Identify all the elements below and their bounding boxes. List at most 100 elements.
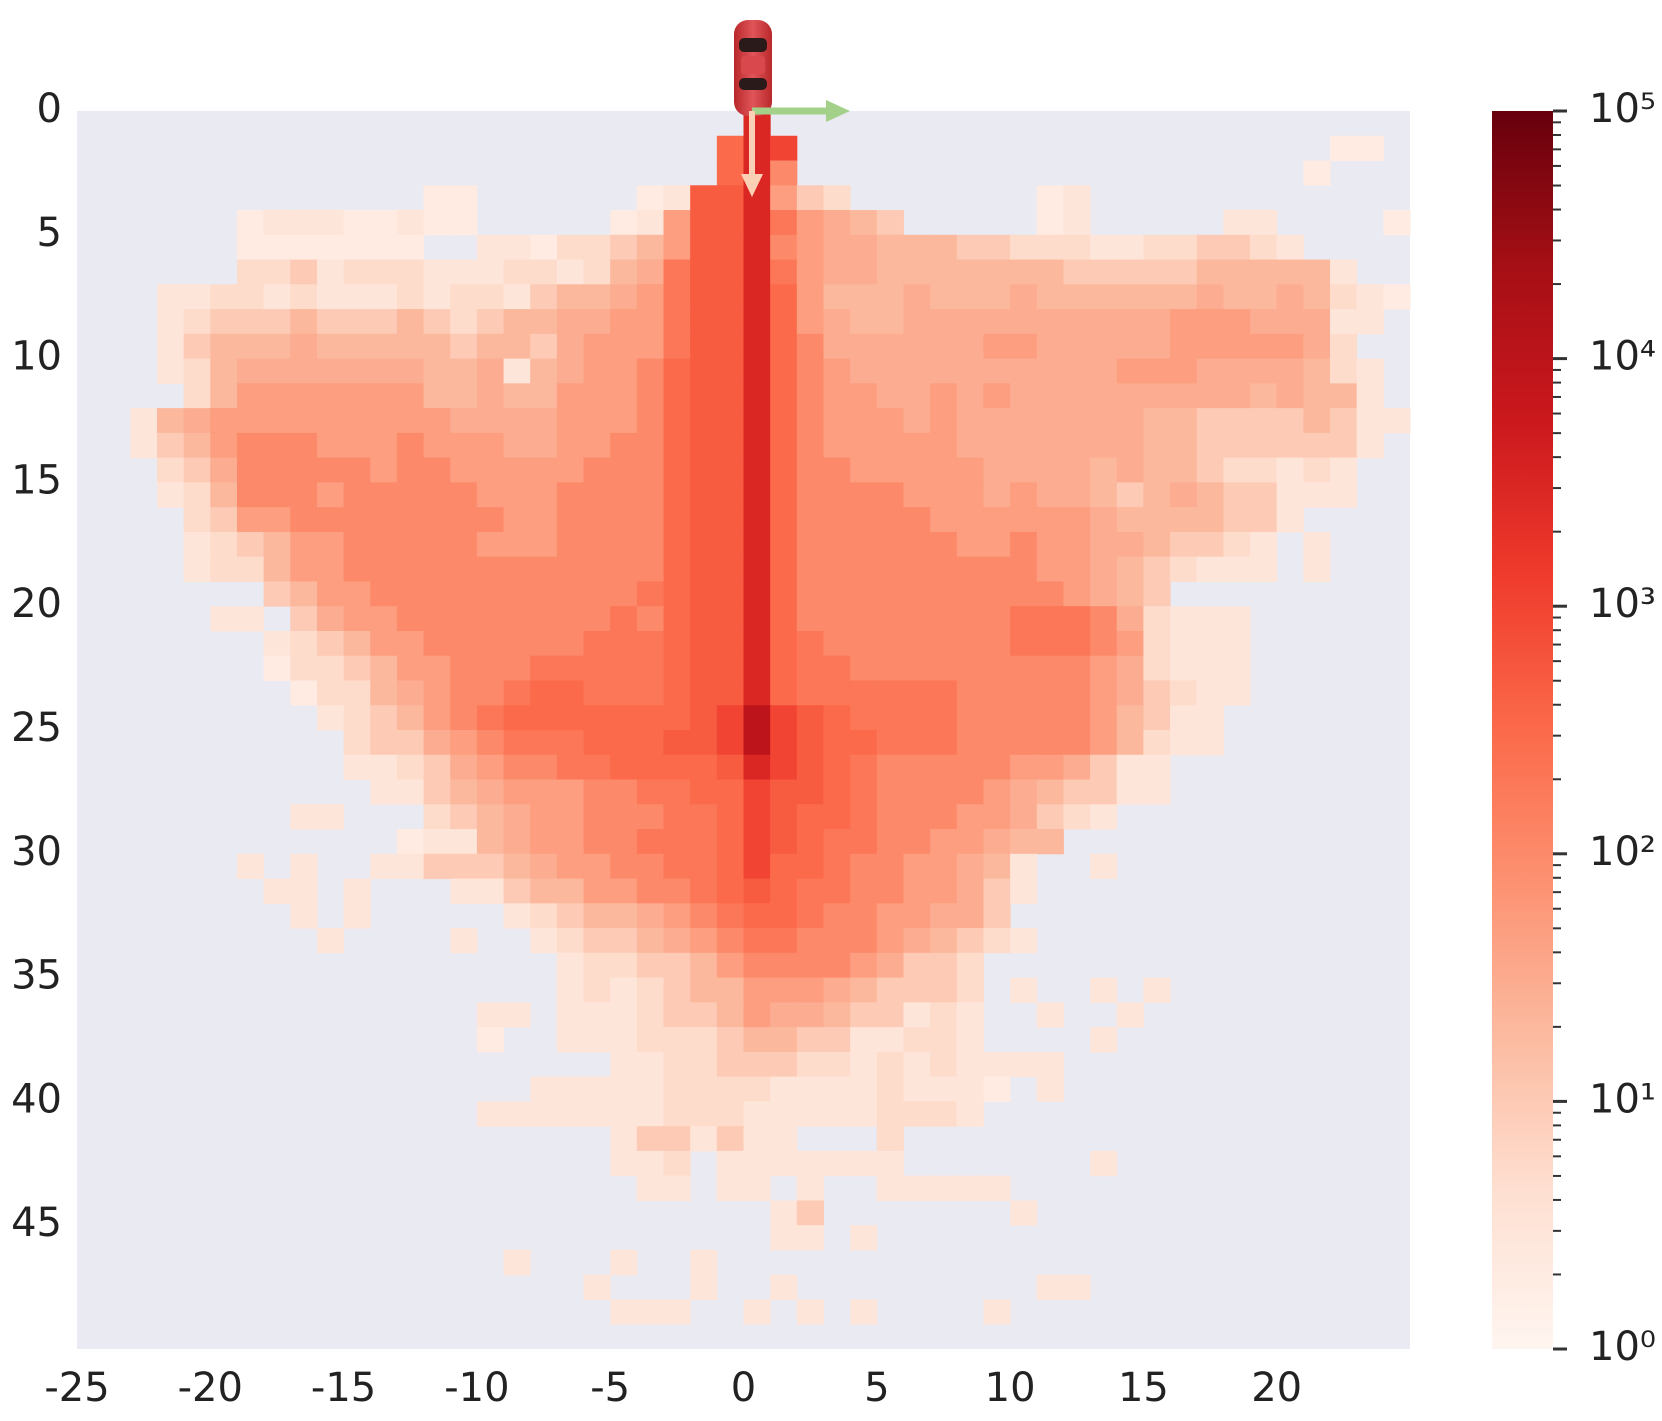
heatmap-cell <box>796 655 824 681</box>
heatmap-cell <box>450 606 478 632</box>
heatmap-cell <box>1116 680 1144 706</box>
heatmap-cell <box>423 284 451 310</box>
heatmap-cell <box>716 1101 744 1127</box>
heatmap-cell <box>956 878 984 904</box>
heatmap-cell <box>210 358 238 384</box>
heatmap-cell <box>690 556 718 582</box>
heatmap-cell <box>823 1002 851 1028</box>
heatmap-cell <box>663 680 691 706</box>
heatmap-cell <box>1330 358 1358 384</box>
heatmap-cell <box>556 408 585 434</box>
heatmap-cell <box>1090 977 1118 1003</box>
heatmap-cell <box>476 284 505 310</box>
heatmap-cell <box>263 210 291 236</box>
heatmap-cell <box>316 284 345 310</box>
heatmap-cell <box>1223 210 1251 236</box>
heatmap-cell <box>476 655 505 681</box>
heatmap-cell <box>983 457 1011 483</box>
heatmap-cell <box>530 928 558 954</box>
heatmap-cell <box>956 705 984 731</box>
heatmap-cell <box>316 408 345 434</box>
heatmap-cell <box>1116 284 1144 310</box>
heatmap-cell <box>343 358 371 384</box>
heatmap-cell <box>1036 185 1064 211</box>
heatmap-cell <box>663 829 691 855</box>
heatmap-cell <box>663 1299 691 1325</box>
heatmap-cell <box>983 408 1011 434</box>
heatmap-cell <box>610 878 638 904</box>
heatmap-cell <box>450 284 478 310</box>
heatmap-cell <box>343 655 371 681</box>
heatmap-cell <box>690 705 718 731</box>
heatmap-cell <box>850 928 878 954</box>
heatmap-cell <box>1063 383 1091 409</box>
heatmap-cell <box>1143 333 1171 360</box>
heatmap-cell <box>983 804 1011 830</box>
heatmap-cell <box>423 804 451 830</box>
heatmap-cell <box>770 1027 798 1053</box>
heatmap-cell <box>956 556 984 582</box>
heatmap-cell <box>1143 507 1171 533</box>
heatmap-cell <box>770 333 798 360</box>
heatmap-cell <box>850 234 878 261</box>
heatmap-cell <box>503 333 531 360</box>
heatmap-cell <box>956 457 984 483</box>
heatmap-cell <box>156 408 185 434</box>
heatmap-cell <box>796 1299 824 1325</box>
heatmap-cell <box>503 630 531 657</box>
heatmap-cell <box>823 754 851 781</box>
heatmap-cell <box>1303 432 1331 459</box>
heatmap-cell <box>903 333 931 360</box>
heatmap-cell <box>956 977 984 1003</box>
heatmap-cell <box>1090 507 1118 533</box>
heatmap-cell <box>530 482 558 508</box>
heatmap-cell <box>1196 432 1224 459</box>
heatmap-cell <box>1090 482 1118 508</box>
heatmap-cell <box>343 556 371 582</box>
heatmap-cell <box>1250 457 1278 483</box>
heatmap-cell <box>1223 284 1251 310</box>
heatmap-cell <box>956 1175 984 1201</box>
heatmap-cell <box>743 878 771 904</box>
heatmap-cell <box>183 358 211 384</box>
heatmap-cell <box>370 754 398 781</box>
heatmap-cell <box>263 630 291 657</box>
heatmap-cell <box>1170 284 1198 310</box>
heatmap-cell <box>823 730 851 756</box>
heatmap-cell <box>663 383 691 409</box>
heatmap-cell <box>236 234 265 261</box>
heatmap-cell <box>636 853 665 880</box>
heatmap-cell <box>716 556 744 582</box>
heatmap-cell <box>530 408 558 434</box>
heatmap-cell <box>423 309 451 335</box>
heatmap-cell <box>1116 630 1144 657</box>
heatmap-cell <box>343 903 371 929</box>
heatmap-cell <box>370 333 398 360</box>
heatmap-cell <box>903 928 931 954</box>
heatmap-cell <box>343 630 371 657</box>
heatmap-cell <box>770 779 798 805</box>
heatmap-cell <box>1303 259 1331 285</box>
heatmap-cell <box>396 581 425 607</box>
heatmap-cell <box>1090 606 1118 632</box>
heatmap-cell <box>583 333 611 360</box>
heatmap-cell <box>1090 432 1118 459</box>
heatmap-cell <box>423 829 451 855</box>
heatmap-cell <box>823 482 851 508</box>
heatmap-cell <box>423 606 451 632</box>
heatmap-cell <box>1036 556 1064 582</box>
heatmap-cell <box>796 581 824 607</box>
heatmap-cell <box>770 160 798 186</box>
heatmap-cell <box>1010 853 1038 880</box>
heatmap-cell <box>556 680 585 706</box>
heatmap-cell <box>530 779 558 805</box>
heatmap-cell <box>663 1027 691 1053</box>
heatmap-cell <box>983 903 1011 929</box>
heatmap-cell <box>583 1076 611 1102</box>
heatmap-cell <box>1250 309 1278 335</box>
heatmap-cell <box>796 1051 824 1078</box>
heatmap-cell <box>263 531 291 558</box>
heatmap-cell <box>1170 630 1198 657</box>
heatmap-cell <box>583 408 611 434</box>
heatmap-cell <box>823 630 851 657</box>
